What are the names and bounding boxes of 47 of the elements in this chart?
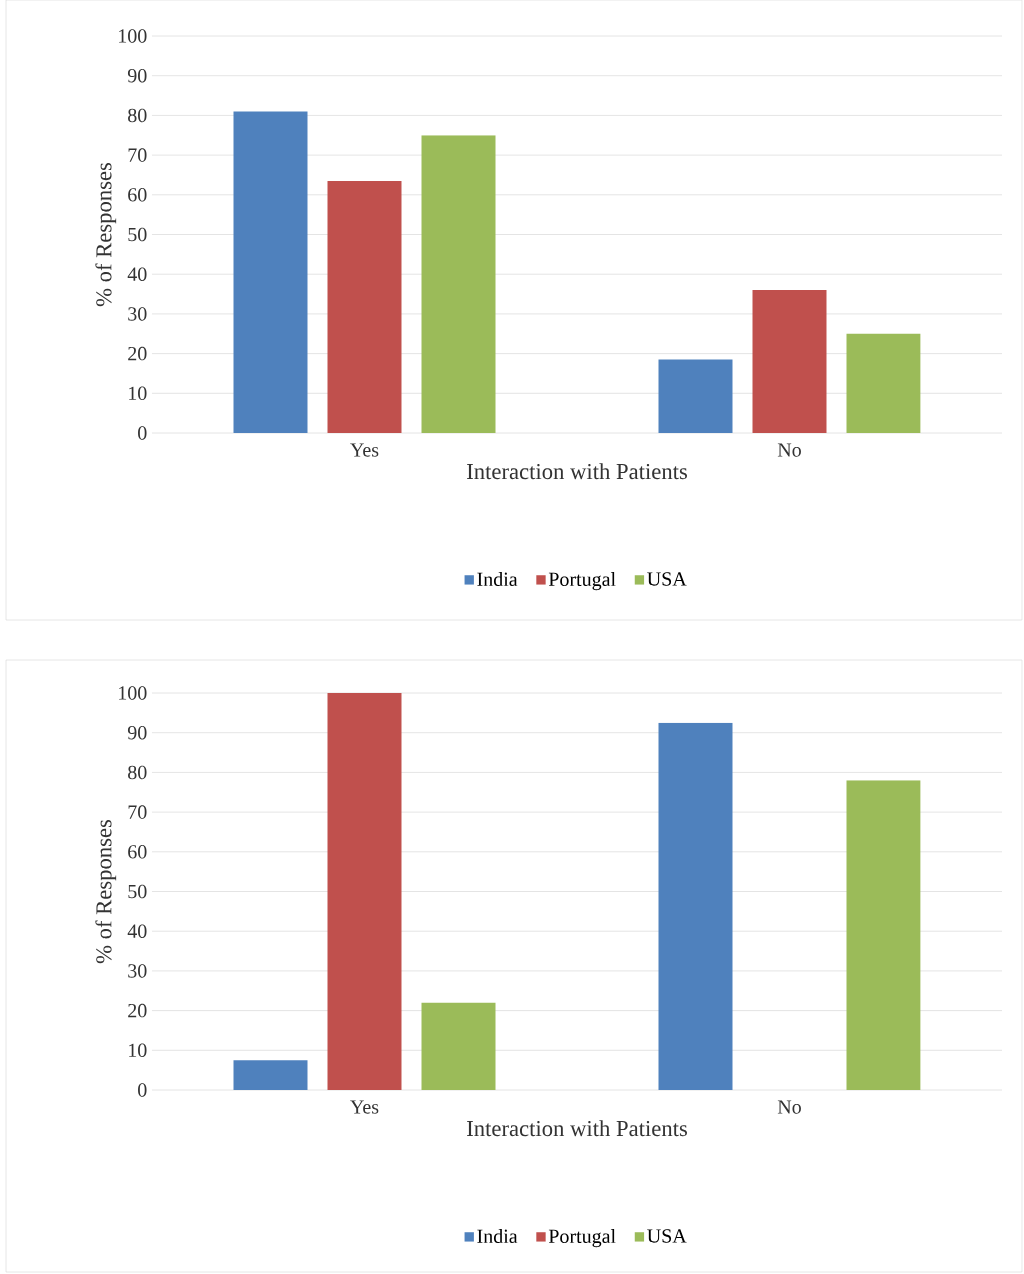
bar [233, 111, 308, 434]
bar [752, 290, 827, 434]
legend-label: India [477, 571, 518, 587]
legend-label: USA [647, 1229, 687, 1243]
x-tick-label: No [777, 1100, 801, 1114]
bar [846, 333, 921, 434]
y-tick-label: 90 [127, 68, 147, 83]
y-tick-label: 60 [128, 845, 147, 859]
y-tick-label: 60 [128, 188, 147, 202]
bar [846, 780, 921, 1091]
y-tick-label: 50 [128, 227, 147, 242]
y-axis-title: % of Responses [95, 162, 117, 307]
legend-label: India [477, 1228, 518, 1244]
x-axis-title: Interaction with Patients [467, 463, 687, 480]
bar [327, 180, 402, 434]
bar [658, 722, 733, 1091]
x-tick-label: No [777, 443, 801, 457]
bar [233, 1060, 308, 1091]
x-axis-title: Interaction with Patients [467, 1120, 687, 1137]
y-tick-label: 0 [138, 426, 147, 440]
y-tick-label: 80 [128, 108, 147, 123]
bar [421, 135, 496, 434]
y-tick-label: 100 [119, 29, 147, 43]
legend-label: Portugal [548, 1228, 616, 1248]
bar [658, 359, 733, 434]
legend-label: USA [647, 572, 687, 586]
bar [327, 693, 402, 1091]
legend-label: Portugal [548, 571, 616, 591]
y-tick-label: 10 [129, 1043, 147, 1058]
y-tick-label: 10 [129, 386, 147, 401]
y-tick-label: 80 [128, 765, 147, 780]
y-axis-title: % of Responses [95, 819, 117, 964]
x-tick-label: Yes [350, 443, 379, 457]
x-tick-label: Yes [350, 1100, 379, 1114]
y-tick-label: 70 [128, 148, 147, 162]
y-tick-label: 30 [128, 307, 147, 321]
bar [421, 1002, 496, 1091]
y-tick-label: 70 [128, 805, 147, 819]
y-tick-label: 50 [128, 884, 147, 899]
y-tick-label: 40 [127, 267, 147, 281]
y-tick-label: 100 [119, 686, 147, 700]
y-tick-label: 30 [128, 964, 147, 978]
y-tick-label: 20 [128, 346, 147, 361]
y-tick-label: 40 [127, 924, 147, 938]
y-tick-label: 0 [138, 1083, 147, 1097]
y-tick-label: 20 [128, 1003, 147, 1018]
y-tick-label: 90 [127, 725, 147, 740]
